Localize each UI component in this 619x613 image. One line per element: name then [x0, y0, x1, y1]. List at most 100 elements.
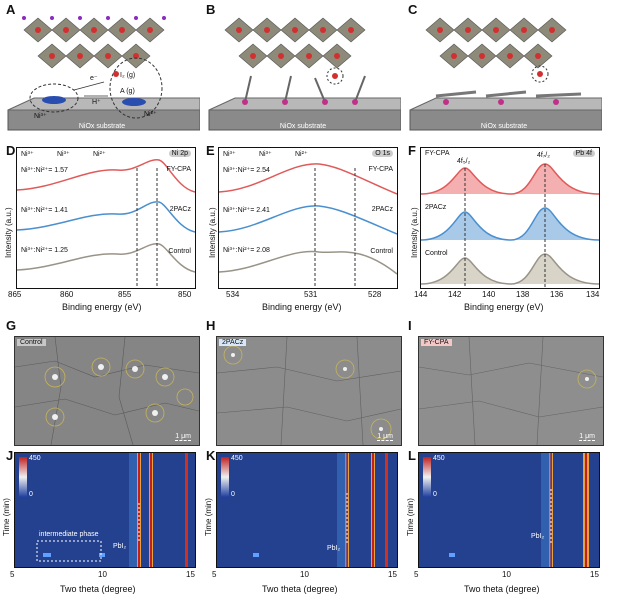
tick-d-3: 850 — [178, 290, 192, 299]
ratio-d-fycpa: Ni³⁺:Ni²⁺= 1.57 — [21, 167, 68, 174]
row-d-control: Control — [168, 248, 191, 255]
xlabel-k: Two theta (degree) — [262, 584, 338, 594]
label-ni2: Ni²⁺ — [144, 111, 157, 118]
panel-label-g: G — [6, 318, 17, 333]
row-d-2pacz: 2PACz — [169, 206, 191, 213]
lattice-c — [409, 17, 603, 131]
row-f-control: Control — [425, 250, 448, 257]
cbar-max-l: 450 — [433, 455, 445, 462]
sem-image-control: Control 1 μm — [14, 336, 200, 446]
schematic-a: e⁻ H⁺ I₂ (g) A (g) Ni³⁺ Ni²⁺ NiOx substr… — [4, 10, 201, 134]
xps-o1s-curves — [218, 163, 398, 288]
xlabel-e: Binding energy (eV) — [262, 302, 342, 312]
label-electron: e⁻ — [90, 75, 98, 82]
heatmap-control: 450 0 intermediate phase PbI₂ — [14, 452, 196, 568]
legend-e-3: Ni²⁺ — [295, 151, 308, 158]
annotation-intermediate: intermediate phase — [39, 531, 99, 538]
row-f-2pacz: 2PACz — [425, 204, 447, 211]
tick-f-5: 134 — [586, 290, 600, 299]
panel-label-k: K — [206, 448, 216, 463]
xps-pb4f-curves — [420, 163, 600, 288]
ylabel-l: Time (min) — [406, 498, 415, 536]
xps-o1s-plot: Ni³⁺ Ni³⁺ Ni²⁺ O 1s Ni³⁺:Ni²⁺= 2.54 FY-C… — [218, 147, 398, 289]
badge-ni2p: Ni 2p — [168, 150, 191, 157]
ratio-e-fycpa: Ni³⁺:Ni²⁺= 2.54 — [223, 167, 270, 174]
row-e-2pacz: 2PACz — [371, 206, 393, 213]
ylabel-e: Intensity (a.u.) — [208, 207, 217, 258]
panel-label-e: E — [206, 143, 215, 158]
legend-d-3: Ni²⁺ — [93, 151, 106, 158]
scale-i: 1 μm — [579, 433, 595, 441]
substrate-label-c: NiOx substrate — [480, 123, 528, 130]
tick-f-1: 142 — [448, 290, 462, 299]
substrate-label-b: NiOx substrate — [279, 123, 327, 130]
scale-g: 1 μm — [175, 433, 191, 441]
xlabel-f: Binding energy (eV) — [464, 302, 544, 312]
tick-d-2: 855 — [118, 290, 132, 299]
peak-label-k: PbI₂ — [327, 545, 341, 552]
sem-tag-fycpa: FY-CPA — [421, 339, 452, 346]
ylabel-j: Time (min) — [2, 498, 11, 536]
legend-e-2: Ni³⁺ — [259, 151, 272, 158]
label-proton: H⁺ — [92, 99, 101, 106]
heatmap-fycpa: 450 0 PbI₂ — [418, 452, 600, 568]
cbar-min-l: 0 — [433, 491, 437, 498]
tick-k-2: 15 — [388, 570, 397, 579]
tick-f-2: 140 — [482, 290, 496, 299]
row-f-fycpa: FY-CPA — [425, 150, 450, 157]
tick-k-1: 10 — [300, 570, 309, 579]
tick-e-0: 534 — [226, 290, 240, 299]
heatmap-2pacz: 450 0 PbI₂ — [216, 452, 398, 568]
tick-l-1: 10 — [502, 570, 511, 579]
ylabel-f: Intensity (a.u.) — [410, 207, 419, 258]
badge-pb4f: Pb 4f — [572, 150, 595, 157]
row-d-fycpa: FY-CPA — [166, 166, 191, 173]
lattice-a — [7, 16, 201, 131]
ratio-e-2pacz: Ni³⁺:Ni²⁺= 2.41 — [223, 207, 270, 214]
cbar-max-k: 450 — [231, 455, 243, 462]
tick-l-0: 5 — [414, 570, 419, 579]
xlabel-l: Two theta (degree) — [464, 584, 540, 594]
panel-label-j: J — [6, 448, 14, 463]
heatmap-l-image — [419, 453, 599, 567]
peak-label-j: PbI₂ — [113, 543, 127, 550]
legend-d-2: Ni³⁺ — [57, 151, 70, 158]
tick-j-2: 15 — [186, 570, 195, 579]
cbar-max-j: 450 — [29, 455, 41, 462]
xlabel-j: Two theta (degree) — [60, 584, 136, 594]
panel-label-h: H — [206, 318, 216, 333]
tick-f-3: 138 — [516, 290, 530, 299]
panel-label-f: F — [408, 143, 416, 158]
row-e-fycpa: FY-CPA — [368, 166, 393, 173]
tick-k-0: 5 — [212, 570, 217, 579]
sem-image-2pacz: 2PACz 1 μm — [216, 336, 402, 446]
panel-label-c: C — [408, 2, 418, 17]
ni3-spot — [42, 96, 66, 104]
schematic-b: NiOx substrate — [205, 10, 402, 134]
tick-e-2: 528 — [368, 290, 382, 299]
tick-e-1: 531 — [304, 290, 318, 299]
panel-label-b: B — [206, 2, 216, 17]
ylabel-d: Intensity (a.u.) — [4, 207, 13, 258]
lattice-b — [208, 17, 402, 131]
xps-ni2p-curves — [16, 159, 196, 288]
label-ni3: Ni³⁺ — [34, 113, 47, 120]
heatmap-k-image — [217, 453, 397, 567]
xlabel-d: Binding energy (eV) — [62, 302, 142, 312]
heatmap-j-image — [15, 453, 195, 567]
ratio-d-2pacz: Ni³⁺:Ni²⁺= 1.41 — [21, 207, 68, 214]
legend-d-1: Ni³⁺ — [21, 151, 34, 158]
xps-pb4f-plot: FY-CPA Pb 4f 4f₅/₂ 4f₇/₂ 2PACz Control — [420, 147, 600, 289]
cbar-min-k: 0 — [231, 491, 235, 498]
ylabel-k: Time (min) — [204, 498, 213, 536]
legend-e-1: Ni³⁺ — [223, 151, 236, 158]
panel-label-d: D — [6, 143, 16, 158]
sem-texture-h — [217, 337, 401, 445]
ratio-e-control: Ni³⁺:Ni²⁺= 2.08 — [223, 247, 270, 254]
row-e-control: Control — [370, 248, 393, 255]
sem-tag-control: Control — [17, 339, 46, 346]
label-a-gas: A (g) — [120, 88, 135, 95]
sem-texture-g — [15, 337, 199, 445]
scale-h: 1 μm — [377, 433, 393, 441]
badge-o1s: O 1s — [372, 150, 393, 157]
